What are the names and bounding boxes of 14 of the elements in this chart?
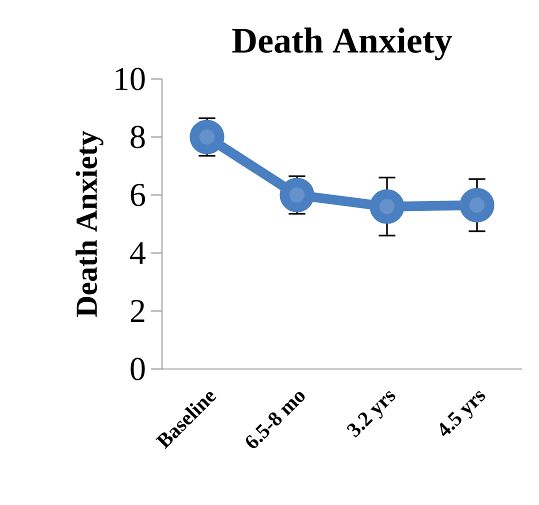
y-tick-label: 2 xyxy=(130,300,144,322)
y-tick-label: 0 xyxy=(130,358,145,380)
point xyxy=(370,189,404,224)
point xyxy=(460,188,494,222)
x-tick-label: 3.2 yrs xyxy=(346,390,396,438)
chart-title: Death Anxiety xyxy=(232,28,452,60)
point xyxy=(190,120,224,154)
x-tick-label: 4.5 yrs xyxy=(440,390,486,436)
y-tick-label: 6 xyxy=(130,184,146,206)
y-tick-label: 4 xyxy=(130,242,146,264)
y-axis-title: Death Anxiety xyxy=(76,130,104,317)
point xyxy=(280,178,314,212)
y-tick-label: 8 xyxy=(130,126,145,148)
y-tick-label: 10 xyxy=(116,68,145,90)
